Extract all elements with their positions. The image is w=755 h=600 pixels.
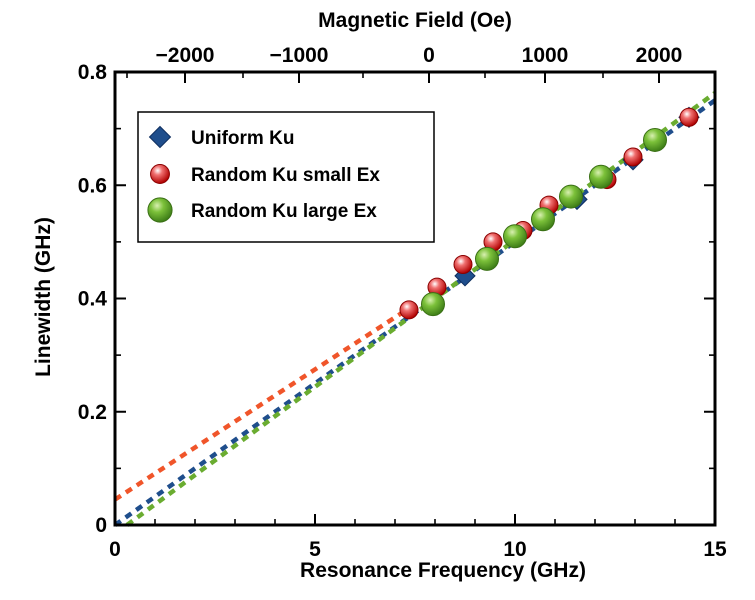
y-tick-label: 0.4: [78, 288, 108, 311]
point-random-ku-large-ex: [475, 246, 499, 271]
top-axis-title: Magnetic Field (Oe): [318, 9, 512, 32]
point-random-ku-large-ex: [559, 184, 583, 209]
legend-label-2: Random Ku large Ex: [191, 201, 377, 222]
y-tick-label: 0: [95, 514, 107, 537]
y-tick-label: 0.6: [78, 174, 107, 197]
legend-label-1: Random Ku small Ex: [191, 165, 380, 186]
top-tick-label: −2000: [156, 44, 215, 67]
top-tick-label: 0: [423, 44, 435, 67]
point-random-ku-small-ex: [399, 300, 419, 320]
x-tick-label: 5: [309, 538, 321, 561]
legend-box: [137, 111, 435, 243]
fit-line-2: [125, 91, 717, 527]
point-random-ku-large-ex: [503, 224, 527, 249]
x-tick-label: 15: [703, 538, 727, 561]
y-tick-label: 0.8: [78, 61, 108, 84]
legend-marker-0: [148, 125, 172, 149]
data-markers: [399, 106, 700, 320]
point-random-ku-small-ex: [623, 147, 643, 167]
axes: 0 5 10 15 0 0.2 0.4 0.6 0.8 −2000 −1000 0 1000 2000: [78, 44, 727, 561]
point-random-ku-large-ex: [643, 127, 667, 152]
point-random-ku-large-ex: [589, 164, 613, 189]
point-random-ku-large-ex: [531, 207, 555, 232]
point-random-ku-small-ex: [453, 255, 473, 275]
y-tick-label: 0.2: [78, 401, 107, 424]
x-tick-label: 10: [503, 538, 526, 561]
legend: Uniform Ku Random Ku small Ex Random Ku la…: [137, 111, 435, 243]
legend-marker-1: [150, 164, 170, 184]
legend-marker-2: [147, 197, 173, 223]
point-random-ku-small-ex: [679, 107, 699, 127]
x-tick-label: 0: [109, 538, 121, 561]
top-tick-label: −1000: [270, 44, 329, 67]
x-axis-title: Resonance Frequency (GHz): [300, 559, 586, 582]
top-tick-label: 2000: [636, 44, 683, 67]
top-tick-label: 1000: [522, 44, 569, 67]
y-axis-title: Linewidth (GHz): [32, 217, 55, 377]
point-random-ku-large-ex: [421, 292, 445, 317]
fit-line-0: [113, 305, 413, 502]
legend-label-0: Uniform Ku: [191, 128, 294, 149]
